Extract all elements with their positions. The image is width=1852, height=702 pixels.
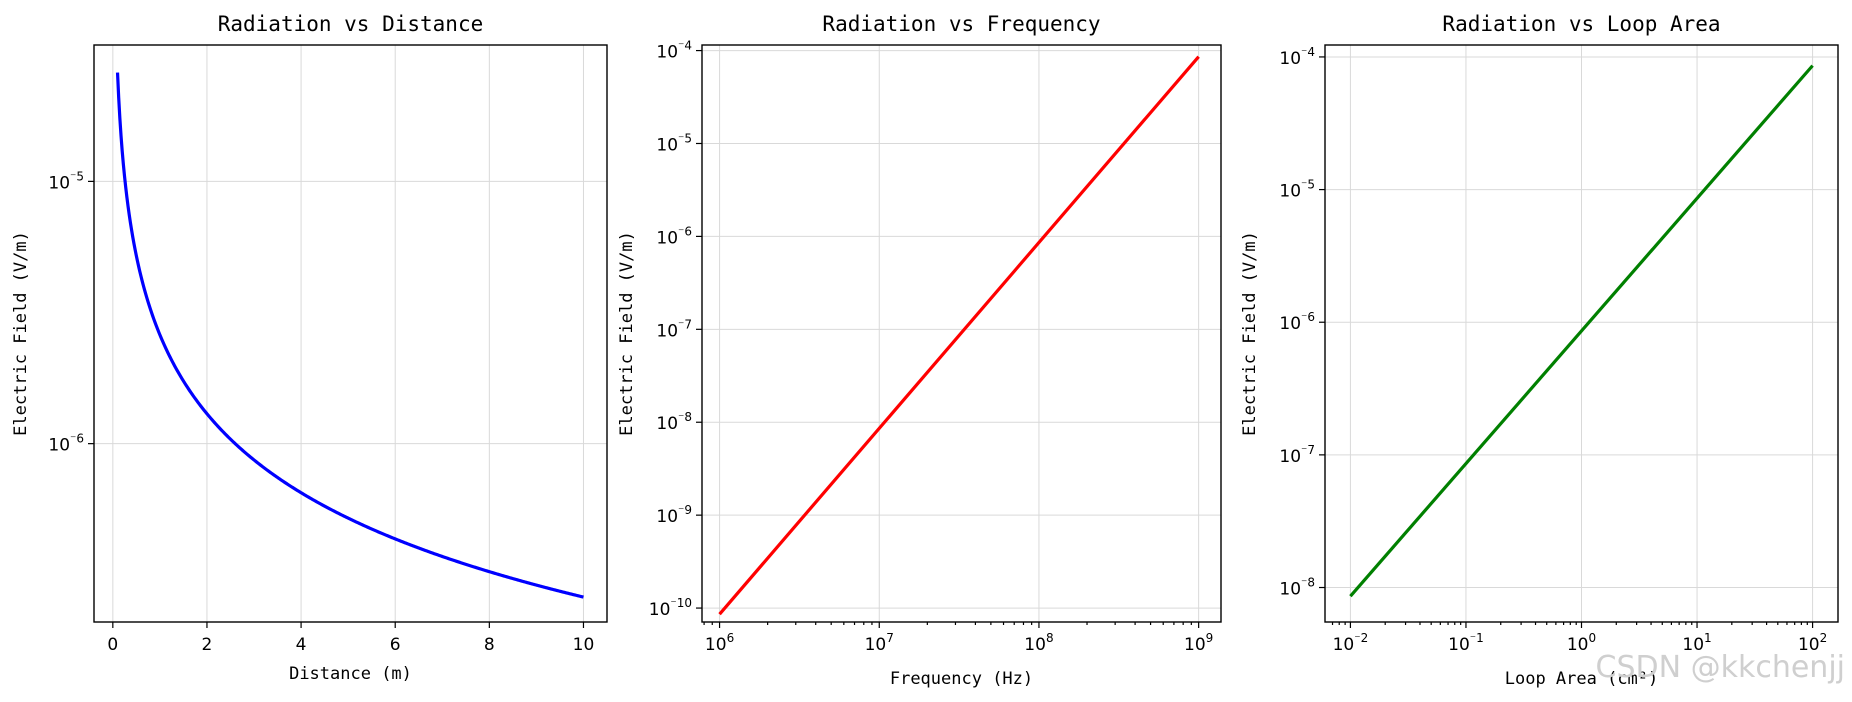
y-tick-label: 10⁻5 — [48, 169, 84, 193]
y-axis-label: Electric Field (V/m) — [1240, 231, 1260, 436]
x-tick-label: 102 — [1798, 631, 1827, 655]
y-tick-label: 10⁻4 — [656, 39, 692, 63]
x-tick-label: 108 — [1024, 631, 1053, 655]
chart-title: Radiation vs Loop Area — [1442, 12, 1720, 36]
x-tick-label: 10 — [573, 635, 595, 655]
chart-title: Radiation vs Frequency — [822, 12, 1100, 36]
x-tick-label: 10⁻1 — [1448, 631, 1484, 655]
y-tick-label: 10⁻9 — [656, 503, 692, 527]
x-tick-label: 2 — [202, 635, 213, 655]
watermark: CSDN @kkchenjj — [1596, 650, 1845, 685]
y-tick-label: 10⁻8 — [656, 410, 692, 434]
y-tick-label: 10⁻7 — [656, 317, 692, 341]
series-line — [718, 55, 1200, 616]
chart-title: Radiation vs Distance — [218, 12, 484, 36]
chart-panel-distance: 0 2 4 6 8 10 10⁻5 10⁻6 Radiation vs Distance Dist… — [11, 12, 608, 684]
x-tick-label: 109 — [1184, 631, 1213, 655]
series-line — [115, 72, 584, 599]
x-tick-label: 6 — [390, 635, 401, 655]
plot-frame — [93, 44, 608, 623]
x-tick-label: 0 — [107, 635, 118, 655]
y-tick-label: 10⁻8 — [1279, 576, 1315, 600]
chart-panel-frequency: 106 107 108 109 10⁻4 10⁻5 10⁻6 10⁻7 10⁻8 10⁻9 10⁻1… — [617, 12, 1222, 689]
x-tick-label: 8 — [484, 635, 495, 655]
plot-frame — [1324, 44, 1839, 623]
x-tick-label: 100 — [1567, 631, 1596, 655]
y-tick-label: 10⁻6 — [48, 432, 84, 456]
series-line — [1349, 64, 1814, 598]
x-tick-label: 107 — [865, 631, 894, 655]
y-tick-label: 10⁻4 — [1279, 45, 1315, 69]
y-tick-label: 10⁻6 — [1279, 310, 1315, 334]
x-axis-label: Loop Area (cm²) — [1505, 669, 1659, 689]
x-tick-label: 4 — [296, 635, 307, 655]
x-axis-label: Frequency (Hz) — [890, 669, 1033, 689]
x-tick-label: 10⁻2 — [1333, 631, 1369, 655]
y-tick-label: 10⁻10 — [649, 596, 692, 620]
y-axis-label: Electric Field (V/m) — [11, 231, 31, 436]
x-axis-label: Distance (m) — [289, 664, 412, 684]
plot-frame — [701, 44, 1222, 623]
y-tick-label: 10⁻7 — [1279, 443, 1315, 467]
y-tick-label: 10⁻5 — [656, 131, 692, 155]
y-tick-label: 10⁻5 — [1279, 178, 1315, 202]
y-tick-label: 10⁻6 — [656, 224, 692, 248]
chart-panel-loop-area: 10⁻2 10⁻1 100 101 102 10⁻4 10⁻5 10⁻6 10⁻7 10⁻8 Rad… — [1240, 12, 1839, 689]
x-tick-label: 106 — [705, 631, 734, 655]
x-tick-label: 101 — [1682, 631, 1711, 655]
y-axis-label: Electric Field (V/m) — [617, 231, 637, 436]
